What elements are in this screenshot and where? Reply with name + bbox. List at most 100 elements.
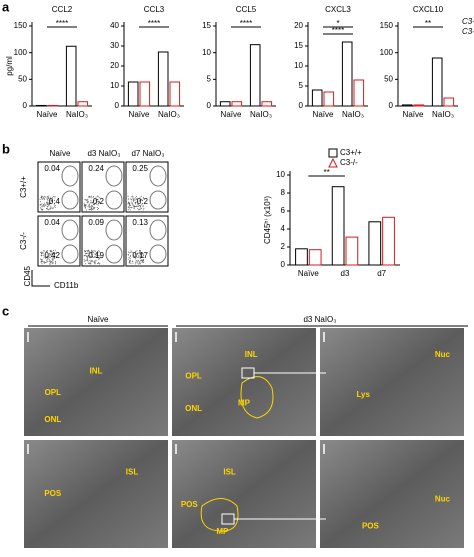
flow-dot bbox=[40, 261, 42, 263]
flow-dot bbox=[51, 253, 53, 255]
flow-dot bbox=[91, 205, 93, 207]
gate bbox=[149, 219, 167, 241]
flow-dot bbox=[43, 250, 45, 252]
flow-dot bbox=[95, 196, 97, 198]
flow-dot bbox=[132, 196, 134, 198]
y-tick-label: 15 bbox=[202, 21, 211, 30]
flow-dot bbox=[47, 206, 49, 208]
flow-dot bbox=[54, 197, 56, 199]
flow-dot bbox=[139, 249, 141, 251]
flow-dot bbox=[134, 197, 136, 199]
flow-dot bbox=[134, 254, 136, 256]
flow-dot bbox=[45, 259, 47, 261]
flow-dot bbox=[55, 263, 57, 265]
flow-dot bbox=[135, 203, 137, 205]
flow-dot bbox=[43, 262, 45, 264]
bar bbox=[311, 89, 323, 107]
y-tick-label: 50 bbox=[384, 74, 393, 83]
flow-dot bbox=[51, 207, 53, 209]
y-tick-label: 5 bbox=[299, 81, 304, 90]
flow-dot bbox=[46, 261, 48, 263]
flow-dot bbox=[139, 197, 141, 199]
gate-value: 0.24 bbox=[88, 164, 104, 173]
y-tick-label: 10 bbox=[276, 170, 285, 179]
y-tick-label: 10 bbox=[202, 48, 211, 57]
flow-dot bbox=[46, 208, 48, 210]
legend-label: C3+/+ bbox=[462, 17, 474, 26]
em-label: OPL bbox=[185, 372, 202, 381]
flow-dot bbox=[141, 261, 143, 263]
flow-dot bbox=[137, 255, 139, 257]
flow-dot bbox=[90, 197, 92, 199]
flow-dot bbox=[143, 254, 145, 256]
y-tick-label: 2 bbox=[281, 242, 286, 251]
flow-dot bbox=[90, 201, 92, 203]
flow-dot bbox=[48, 256, 50, 258]
flow-dot bbox=[53, 255, 55, 257]
flow-dot bbox=[135, 250, 137, 252]
bar bbox=[401, 104, 413, 107]
gate bbox=[61, 165, 79, 187]
flow-dot bbox=[138, 201, 140, 203]
axis-arrows bbox=[31, 270, 50, 287]
flow-row-label: C3+/+ bbox=[19, 176, 28, 198]
gate bbox=[61, 219, 79, 241]
flow-column-label: d3 NaIO₃ bbox=[87, 149, 120, 158]
y-tick-label: 100 bbox=[380, 48, 394, 57]
flow-dot bbox=[50, 202, 52, 204]
flow-dot bbox=[97, 256, 99, 258]
flow-dot bbox=[133, 205, 135, 207]
flow-dot bbox=[90, 195, 92, 197]
flow-dot bbox=[133, 251, 135, 253]
gate bbox=[61, 244, 79, 264]
flow-plot bbox=[37, 161, 81, 213]
y-tick-label: 0 bbox=[115, 101, 120, 110]
gate bbox=[149, 190, 167, 210]
y-tick-label: 150 bbox=[14, 21, 28, 30]
flow-dot bbox=[127, 206, 129, 208]
flow-dot bbox=[86, 250, 88, 252]
gate bbox=[105, 190, 123, 210]
flow-dot bbox=[130, 250, 132, 252]
bar bbox=[431, 57, 443, 107]
flow-dot bbox=[41, 206, 43, 208]
flow-dot bbox=[91, 260, 93, 262]
flow-plot bbox=[37, 215, 81, 267]
flow-dot bbox=[48, 252, 50, 254]
flow-dot bbox=[140, 204, 142, 206]
flow-dot bbox=[142, 198, 144, 200]
flow-dot bbox=[53, 256, 55, 258]
flow-dot bbox=[47, 250, 49, 252]
flow-dot bbox=[139, 208, 141, 210]
flow-dot bbox=[127, 258, 129, 260]
flow-dot bbox=[52, 257, 54, 259]
flow-dot bbox=[134, 201, 136, 203]
flow-dot bbox=[131, 196, 133, 198]
flow-dot bbox=[39, 201, 41, 203]
flow-dot bbox=[94, 199, 96, 201]
flow-dot bbox=[132, 198, 134, 200]
bar bbox=[249, 44, 261, 107]
flow-dot bbox=[91, 205, 93, 207]
flow-dot bbox=[48, 209, 50, 211]
flow-dot bbox=[135, 259, 137, 261]
y-tick-label: 4 bbox=[281, 224, 286, 233]
significance: **** bbox=[332, 26, 344, 35]
flow-dot bbox=[55, 249, 57, 251]
x-tick-label: NaIO₃ bbox=[250, 110, 272, 119]
flow-dot bbox=[47, 203, 49, 205]
flow-dot bbox=[140, 199, 142, 201]
flow-dot bbox=[141, 203, 143, 205]
y-tick-label: 40 bbox=[110, 21, 119, 30]
flow-dot bbox=[133, 255, 135, 257]
flow-dot bbox=[83, 202, 85, 204]
flow-dot bbox=[135, 253, 137, 255]
bar bbox=[345, 236, 359, 266]
bar bbox=[169, 81, 181, 107]
legend-label: C3-/- bbox=[340, 158, 358, 167]
flow-dot bbox=[52, 261, 54, 263]
flow-plot bbox=[81, 215, 125, 267]
em-label: OPL bbox=[45, 388, 62, 397]
flow-dot bbox=[86, 209, 88, 211]
flow-dot bbox=[98, 261, 100, 263]
